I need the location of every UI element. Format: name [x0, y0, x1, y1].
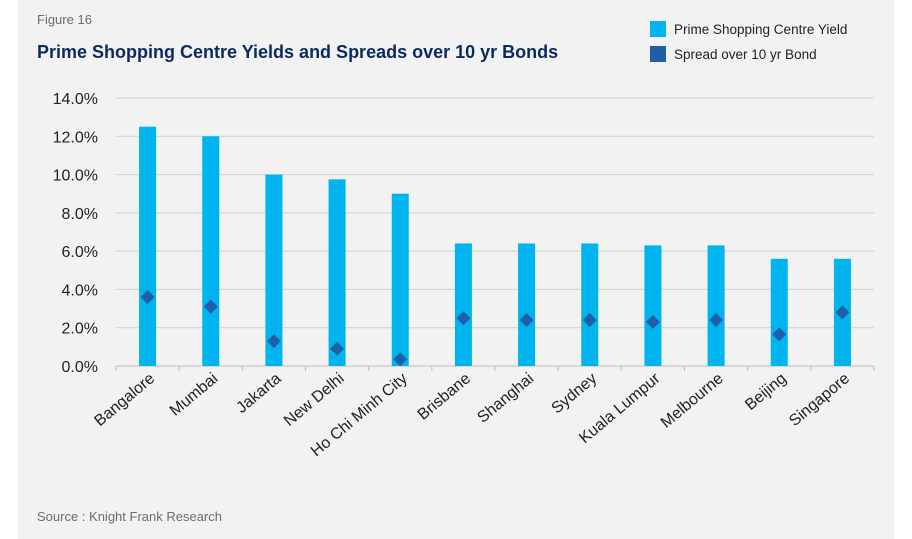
legend: Prime Shopping Centre Yield Spread over …: [650, 19, 847, 69]
source-note: Source : Knight Frank Research: [37, 509, 222, 524]
legend-label-spread: Spread over 10 yr Bond: [674, 46, 817, 62]
y-tick-label: 12.0%: [53, 129, 98, 146]
spread-marker: [393, 352, 408, 367]
x-tick-label: Sydney: [549, 370, 601, 417]
bar: [707, 245, 725, 366]
bar: [202, 136, 220, 366]
legend-item-yield: Prime Shopping Centre Yield: [650, 19, 847, 39]
figure-label: Figure 16: [37, 12, 92, 27]
y-tick-label: 8.0%: [62, 206, 98, 223]
bar: [328, 179, 346, 366]
spread-marker: [203, 299, 218, 314]
spread-marker: [519, 313, 534, 328]
spread-marker: [266, 334, 281, 349]
y-tick-label: 10.0%: [53, 168, 98, 185]
bar: [770, 258, 788, 366]
chart-title: Prime Shopping Centre Yields and Spreads…: [37, 42, 559, 62]
x-tick-label: Melbourne: [658, 370, 727, 432]
legend-swatch-yield: [650, 21, 666, 37]
x-tick-label: New Delhi: [281, 370, 348, 430]
x-tick-label: Singapore: [786, 370, 853, 430]
spread-marker: [582, 313, 597, 328]
x-tick-label: Brisbane: [415, 370, 474, 424]
bar: [518, 243, 536, 366]
legend-label-yield: Prime Shopping Centre Yield: [674, 21, 848, 37]
bar: [391, 193, 409, 366]
x-tick-label: Jakarta: [233, 370, 284, 417]
y-tick-label: 2.0%: [62, 321, 98, 338]
legend-swatch-spread: [650, 46, 666, 62]
x-tick-label: Shanghai: [474, 370, 537, 426]
bar: [581, 243, 599, 366]
bar: [139, 126, 157, 366]
x-tick-label: Mumbai: [167, 370, 222, 420]
spread-marker: [140, 290, 155, 305]
spread-marker: [835, 305, 850, 320]
x-tick-label: Beijing: [742, 370, 790, 414]
y-tick-label: 0.0%: [62, 359, 98, 376]
y-tick-label: 14.0%: [53, 91, 98, 108]
spread-marker: [709, 313, 724, 328]
bar: [644, 245, 662, 366]
spread-marker: [330, 341, 345, 356]
bar: [265, 174, 283, 366]
spread-marker: [456, 311, 471, 326]
legend-item-spread: Spread over 10 yr Bond: [650, 44, 847, 64]
y-tick-label: 4.0%: [62, 282, 98, 299]
bar: [454, 243, 472, 366]
spread-marker: [772, 327, 787, 342]
y-tick-label: 6.0%: [62, 244, 98, 261]
x-tick-label: Bangalore: [91, 370, 158, 430]
spread-marker: [645, 314, 660, 329]
